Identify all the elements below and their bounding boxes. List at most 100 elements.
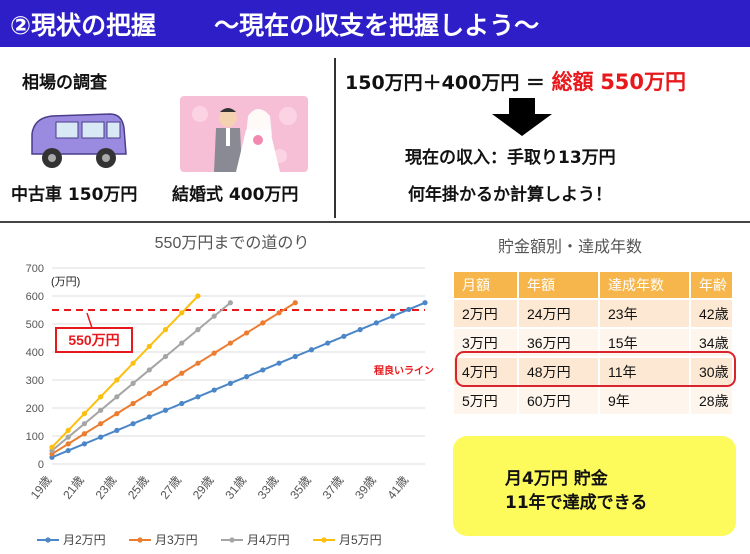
current-income: 現在の収入：手取り13万円	[405, 148, 616, 168]
x-tick-label: 31歳	[222, 473, 249, 502]
data-point	[146, 343, 152, 349]
data-point	[389, 313, 396, 319]
wedding-couple-icon	[180, 96, 308, 172]
data-point	[146, 414, 152, 420]
cell: 2万円	[452, 298, 519, 329]
data-point	[227, 340, 233, 346]
col-monthly: 月額	[452, 270, 519, 300]
data-point	[357, 327, 363, 333]
data-point	[373, 320, 379, 326]
total-cost-line: 150万円＋400万円 ＝ 総額 550万円	[345, 66, 686, 96]
y-tick-label: 600	[26, 291, 44, 303]
savings-table: 月額 年額 達成年数 年齢 2万円 24万円 23年 42歳 3万円 36万円 …	[452, 270, 734, 416]
data-point	[162, 380, 169, 386]
x-tick-label: 41歳	[385, 473, 412, 502]
data-point	[276, 310, 282, 316]
wedding-cost: 結婚式 400万円	[172, 185, 299, 205]
x-tick-label: 21歳	[60, 473, 87, 502]
data-point	[81, 441, 88, 447]
chart-legend: 月2万円 月3万円 月4万円 月5万円	[37, 533, 382, 547]
good-line-label: 程良いライン	[374, 366, 434, 377]
calc-prompt: 何年掛かるか計算しよう！	[408, 185, 612, 205]
cell: 9年	[598, 385, 691, 416]
data-point	[130, 380, 136, 386]
legend-marker	[137, 537, 143, 543]
data-point	[81, 421, 88, 427]
target-line: 550万円	[52, 309, 425, 353]
data-point	[146, 390, 152, 397]
data-point	[195, 394, 201, 400]
data-point	[308, 347, 315, 353]
total-label: 総額	[551, 70, 594, 94]
data-point	[81, 431, 88, 437]
data-point	[114, 427, 120, 433]
legend-label: 月3万円	[155, 533, 198, 547]
target-callout-box	[55, 327, 133, 353]
data-point	[211, 350, 217, 356]
data-point	[65, 447, 71, 454]
series-line	[51, 301, 426, 459]
data-point	[114, 411, 120, 417]
data-point	[227, 300, 233, 306]
cell: 11年	[598, 356, 691, 387]
col-age: 年齢	[689, 270, 734, 300]
data-point	[325, 340, 331, 346]
x-tick-label: 29歳	[190, 473, 217, 502]
data-point	[179, 310, 185, 316]
data-point	[260, 367, 266, 373]
y-tick-label: 400	[26, 347, 44, 359]
y-tick-label: 100	[26, 431, 44, 443]
y-tick-label: 500	[26, 319, 44, 331]
page-subtitle: 〜現在の収支を把握しよう〜	[214, 10, 540, 40]
data-point	[130, 400, 136, 407]
chart-x-ticks: 19歳 21歳 23歳 25歳 27歳 29歳 31歳 33歳 35歳 37歳 39歳 41歳	[28, 473, 411, 502]
total-formula: 150万円＋400万円 ＝	[345, 72, 545, 94]
data-point	[98, 434, 104, 440]
data-point	[179, 340, 185, 346]
summary-line-1: 月4万円 貯金	[505, 469, 608, 489]
x-tick-label: 19歳	[28, 473, 55, 502]
y-tick-label: 300	[26, 375, 44, 387]
x-tick-label: 37歳	[320, 473, 347, 502]
data-point	[114, 377, 120, 383]
data-point	[49, 444, 55, 450]
cell: 42歳	[689, 298, 734, 329]
summary-line-2: 11年で達成できる	[505, 493, 648, 513]
data-point	[162, 407, 169, 413]
data-point	[65, 441, 71, 447]
summary-box: 月4万円 貯金 11年で達成できる	[453, 436, 736, 536]
data-point	[65, 434, 71, 440]
legend-marker	[321, 537, 327, 543]
data-point	[211, 313, 217, 319]
used-car-cost: 中古車 150万円	[11, 185, 138, 205]
col-years: 達成年数	[598, 270, 691, 300]
x-tick-label: 33歳	[255, 473, 282, 502]
chart-series	[49, 293, 428, 460]
cell: 60万円	[517, 385, 600, 416]
highlight-row-outline	[455, 351, 736, 387]
data-point	[162, 327, 169, 333]
chart-y-ticks: 0 100 200 300 400 500 600 700	[26, 263, 44, 471]
header-banner: ②現状の把握 〜現在の収支を把握しよう〜	[0, 0, 750, 47]
down-arrow-icon	[492, 98, 552, 136]
x-tick-label: 39歳	[352, 473, 379, 502]
horizontal-divider	[0, 221, 750, 223]
table-row: 5万円 60万円 9年 28歳	[452, 385, 734, 416]
y-axis-unit: (万円)	[51, 276, 80, 288]
page-title: ②現状の把握	[10, 10, 157, 40]
series-line	[51, 301, 232, 452]
cell: 23年	[598, 298, 691, 329]
data-point	[162, 353, 169, 360]
series-line	[51, 301, 296, 455]
x-tick-label: 25歳	[125, 473, 152, 502]
data-point	[146, 367, 152, 373]
data-point	[130, 360, 136, 366]
target-label: 550万円	[68, 332, 119, 348]
market-research-heading: 相場の調査	[22, 73, 107, 93]
target-callout-pointer	[86, 312, 93, 329]
data-point	[211, 387, 217, 393]
data-point	[341, 333, 347, 339]
x-tick-label: 27歳	[157, 473, 184, 502]
data-point	[260, 320, 266, 326]
x-tick-label: 35歳	[287, 473, 314, 502]
